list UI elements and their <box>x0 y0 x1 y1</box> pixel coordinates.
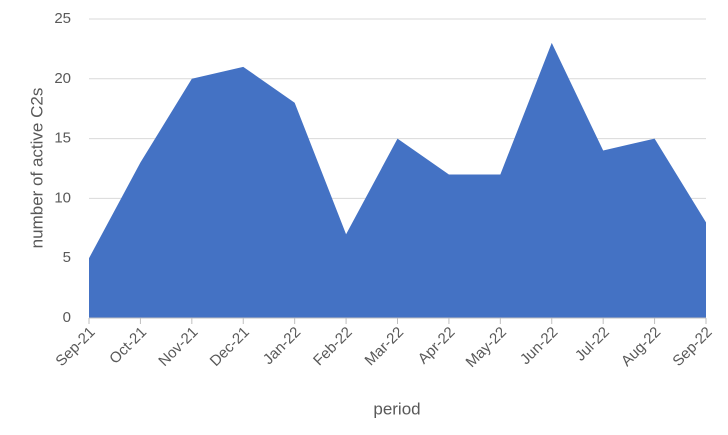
y-tick-label: 20 <box>54 70 71 87</box>
y-tick-label: 10 <box>54 189 71 206</box>
x-tick-label: Apr-22 <box>415 324 459 368</box>
x-tick-label: Sep-22 <box>669 324 715 370</box>
x-tick-label: Aug-22 <box>618 324 664 370</box>
x-tick-label: Oct-21 <box>106 324 150 368</box>
x-tick-label: Feb-22 <box>310 324 356 370</box>
y-axis-title: number of active C2s <box>27 88 46 249</box>
x-tick-label: Jul-22 <box>572 324 613 365</box>
x-tick-label: Jan-22 <box>260 324 304 368</box>
x-axis-title: period <box>373 399 420 418</box>
x-tick-label: Mar-22 <box>362 324 408 370</box>
y-tick-label: 15 <box>54 130 71 147</box>
y-tick-label: 0 <box>63 309 71 326</box>
area <box>89 42 706 319</box>
y-tick-label: 5 <box>63 249 71 266</box>
x-tick-label: Sep-21 <box>52 324 98 370</box>
x-tick-label: May-22 <box>463 324 510 371</box>
x-tick-label: Jun-22 <box>517 324 561 368</box>
x-tick-label: Nov-21 <box>155 324 201 370</box>
y-tick-label: 25 <box>54 10 71 27</box>
x-tick-label: Dec-21 <box>207 324 253 370</box>
